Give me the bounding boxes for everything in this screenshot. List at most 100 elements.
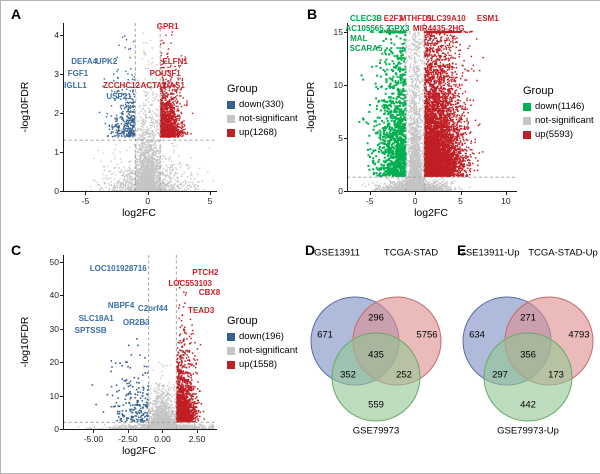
y-tick-label: 20 <box>49 357 59 368</box>
venn-diagram-d: 671 296 5756 435 352 252 559 GSE13911 TCGA-STAD G… <box>297 248 449 457</box>
gene-label-LOC553103: LOC553103 <box>168 279 212 289</box>
venn-count-set2_only: 4793 <box>568 329 590 341</box>
panel-letter-b: B <box>307 6 318 22</box>
gene-label-SPTSSB: SPTSSB <box>74 325 107 335</box>
panel-volcano-b: B -log10FDR -5 0 5 10 0 5 10 15 CLEC3B E2F3 MTHFD1… <box>301 7 595 233</box>
venn-count-set3_only: 559 <box>368 399 384 411</box>
venn-count-set3_only: 442 <box>520 399 536 411</box>
gene-label-ZCCHC12: ZCCHC12 <box>103 80 140 90</box>
venn-count-set1_set2: 296 <box>368 312 384 324</box>
legend-item: down(196) <box>227 331 298 342</box>
volcano-scatter-canvas-a <box>57 21 219 198</box>
legend-item: up(1268) <box>227 127 298 138</box>
venn-circle-3 <box>331 332 421 422</box>
venn-count-set1_only: 671 <box>317 329 333 341</box>
panel-volcano-a: A -log10FDR -5 0 5 0 1 2 3 4 GPR1 DEFA4 UPK2 ELFN1 F… <box>11 7 298 233</box>
venn-set-label: GSE79973-Up <box>497 425 559 437</box>
legend-title-b: Group <box>523 85 554 97</box>
y-tick-label: 0 <box>54 186 59 196</box>
y-tick-label: 4 <box>54 29 59 40</box>
legend-label: up(1268) <box>239 127 278 138</box>
venn-count-set2_set3: 173 <box>548 369 564 381</box>
legend-label: not-significant <box>535 115 594 126</box>
legend-item: not-significant <box>523 115 594 126</box>
legend-item: not-significant <box>227 113 298 124</box>
panel-letter-c: C <box>11 242 22 258</box>
gene-label-PTCH2: PTCH2 <box>192 268 219 278</box>
plot-area-b: -5 0 5 10 0 5 10 15 CLEC3B E2F3 MTHFD1 SLC39A10 ESM1… <box>334 14 519 206</box>
y-tick-label: 0 <box>54 424 59 434</box>
gene-label-SLC39A10: SLC39A10 <box>426 13 466 23</box>
x-tick-label: -5.00 <box>83 434 104 444</box>
panel-venn-d: D 671 296 5756 435 352 252 559 GSE13911 TCGA-STA… <box>297 239 449 471</box>
venn-count-set1_set2_set3: 356 <box>520 349 536 361</box>
gene-label-GPR1: GPR1 <box>156 21 179 31</box>
y-tick-label: 15 <box>333 26 343 37</box>
venn-circle-3 <box>483 332 573 422</box>
x-tick-label: 5 <box>207 196 213 206</box>
gene-label-SLC18A1: SLC18A1 <box>78 313 114 323</box>
legend-swatch <box>227 332 235 341</box>
legend-label: down(196) <box>239 331 284 342</box>
gene-label-C2orf44: C2orf44 <box>137 303 168 313</box>
legend-swatch <box>523 130 531 139</box>
gene-label-MTHFD1: MTHFD1 <box>399 13 433 23</box>
venn-count-set2_set3: 252 <box>396 369 412 381</box>
x-axis-title-a: log2FC <box>122 207 156 219</box>
legend-title-c: Group <box>227 315 258 327</box>
venn-circles-d <box>310 296 442 422</box>
gene-label-LOC101928716: LOC101928716 <box>89 264 147 274</box>
gene-label-TEAD3: TEAD3 <box>188 305 215 315</box>
x-tick-label: 0.00 <box>154 434 171 444</box>
legend-swatch <box>227 100 235 109</box>
legend-swatch <box>227 114 235 123</box>
legend-c: Group down(196) not-significant up(1558) <box>227 315 298 373</box>
x-axis-title-b: log2FC <box>414 207 448 219</box>
x-tick-label: -5 <box>81 196 90 206</box>
y-tick-label: 30 <box>49 323 59 334</box>
y-tick-label: 0 <box>338 186 343 196</box>
y-tick-label: 10 <box>333 79 343 90</box>
legend-item: up(5593) <box>523 129 594 140</box>
gene-label-MAL: MAL <box>350 33 368 43</box>
legend-label: down(330) <box>239 99 284 110</box>
legend-a: Group down(330) not-significant up(1268) <box>227 83 298 141</box>
gene-label-DEFA4: DEFA4 <box>71 57 98 67</box>
y-tick-label: 1 <box>54 146 59 157</box>
legend-item: down(330) <box>227 99 298 110</box>
x-tick-label: 2.50 <box>188 434 206 444</box>
plot-area-c: -5.00 -2.50 0.00 2.50 0 10 20 30 40 50 LOC10192871… <box>50 253 220 444</box>
gene-label-E2F3: E2F3 <box>383 13 403 23</box>
y-tick-label: 2 <box>54 107 59 118</box>
legend-swatch <box>523 102 531 111</box>
gene-label-POU3F1: POU3F1 <box>149 68 181 78</box>
legend-title-a: Group <box>227 83 258 95</box>
venn-diagram-e: 634 271 4793 356 297 173 442 GSE13911-Up TCGA-ST… <box>449 248 599 457</box>
gene-label-AC105565.2: AC105565.2 <box>345 24 391 34</box>
legend-swatch <box>523 116 531 125</box>
gene-label-ESM1: ESM1 <box>476 13 499 23</box>
x-axis-title-c: log2FC <box>122 445 156 457</box>
y-tick-label: 40 <box>49 290 59 301</box>
gene-label-USP21: USP21 <box>106 92 132 102</box>
legend-b: Group down(1146) not-significant up(5593) <box>523 85 594 143</box>
gene-label-ACTA2-AS1: ACTA2-AS1 <box>140 80 185 90</box>
legend-item: up(1558) <box>227 359 298 370</box>
venn-count-set1_set2_set3: 435 <box>368 349 384 361</box>
panel-letter-e: E <box>457 242 467 258</box>
gene-label-GPX3: GPX3 <box>388 24 410 34</box>
plot-area-a: -5 0 5 0 1 2 3 4 GPR1 DEFA4 UPK2 ELFN1 FGF1 POU3F1 IGL… <box>54 21 219 206</box>
venn-set-label: TCGA-STAD <box>383 247 439 259</box>
legend-swatch <box>227 360 235 369</box>
gene-label-OR2B3: OR2B3 <box>122 317 150 327</box>
venn-count-set1_set3: 297 <box>492 369 508 381</box>
venn-set-label: GSE13911-Up <box>458 247 520 259</box>
legend-label: up(5593) <box>535 129 574 140</box>
venn-count-set1_set2: 271 <box>520 312 536 324</box>
x-tick-label: 0 <box>412 196 418 206</box>
panel-volcano-c: C -log10FDR -5.00 -2.50 0.00 2.50 0 10 20 30 40 5… <box>11 241 298 471</box>
legend-label: not-significant <box>239 345 298 356</box>
gene-label-IGLL1: IGLL1 <box>64 80 87 90</box>
y-tick-label: 3 <box>54 68 59 79</box>
